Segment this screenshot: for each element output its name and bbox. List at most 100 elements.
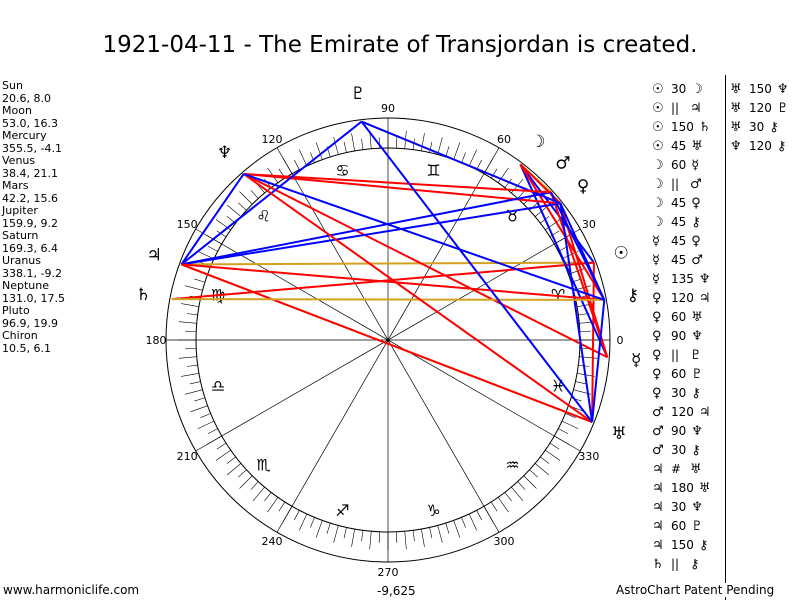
degree-tick	[351, 133, 355, 151]
degree-tick	[565, 413, 576, 418]
planet-glyph: ♃	[690, 101, 702, 116]
planet-glyph: ♂	[690, 177, 702, 192]
planet-glyph: ☿	[652, 253, 660, 268]
planet-values: 169.3, 6.4	[2, 241, 58, 255]
degree-tick	[186, 364, 198, 367]
planet-glyph: ☽	[652, 215, 664, 230]
sign-glyph: ♒	[505, 455, 519, 474]
degree-tick	[185, 389, 203, 395]
aspect-angle: 45	[671, 196, 687, 210]
degree-tick	[215, 449, 231, 461]
degree-tick	[343, 527, 347, 539]
planet-marker: ♅	[611, 424, 626, 444]
planet-glyph: ☿	[652, 234, 660, 249]
aspect-angle: 30	[671, 82, 687, 96]
degree-tick	[293, 159, 300, 170]
aspect-row: ♀ || ♇	[652, 346, 718, 365]
degree-tick	[194, 278, 205, 283]
degree-tick	[361, 138, 364, 150]
planet-glyph: ⚷	[691, 215, 701, 230]
aspect-line	[519, 163, 595, 264]
degree-tick	[453, 142, 461, 160]
planet-glyph: ♅	[730, 120, 742, 135]
aspect-line	[559, 203, 594, 423]
planet-marker: ♀	[577, 176, 589, 196]
aspect-row: ☿ 45 ♀	[652, 232, 718, 251]
planet-marker: ☿	[631, 351, 641, 371]
aspect-angle: 45	[671, 215, 687, 229]
planet-glyph: ♀	[652, 348, 662, 363]
aspect-line	[591, 299, 606, 423]
degree-tick	[497, 497, 509, 513]
planet-glyph: ♀	[652, 367, 662, 382]
planet-glyph: ☽	[691, 82, 703, 97]
degree-tick	[264, 492, 272, 502]
degree-tick	[490, 501, 498, 512]
degree-tick	[517, 481, 526, 490]
degree-tick	[504, 492, 512, 502]
degree-tick	[186, 313, 198, 316]
planet-name: Moon	[2, 104, 32, 117]
planet-glyph: ⚷	[690, 557, 700, 572]
degree-tick	[298, 149, 308, 167]
aspect-row: ♃ 60 ♇	[652, 517, 718, 536]
degree-tick	[326, 523, 331, 534]
planet-glyph: ♇	[691, 367, 703, 382]
center-value: -9,625	[377, 584, 416, 598]
planet-glyph: ♂	[691, 253, 703, 268]
planet-glyph: ⚷	[776, 139, 787, 154]
aspect-angle: 30	[671, 500, 687, 514]
degree-tick	[561, 420, 579, 430]
degree-tick	[207, 245, 218, 252]
degree-tick	[226, 204, 242, 217]
aspect-angle: 120	[671, 405, 694, 419]
planet-marker: ☽	[530, 132, 545, 152]
degree-tick	[194, 397, 205, 402]
aspect-row: ♀ 60 ♇	[652, 365, 718, 384]
site-link[interactable]: www.harmoniclife.com	[3, 583, 140, 597]
aspect-list: ☉ 30 ☽ ☉ || ♃ ☉ 150 ♄ ☉ 45 ♅ ☽ 60 ☿ ☽ || ♂ ☽ 45 ♀ ☽ 45 ⚷ ☿ 45 ♀ ☿ 45…	[652, 80, 718, 574]
planet-glyph: ♀	[691, 234, 701, 249]
aspect-row: ♀ 60 ♅	[652, 308, 718, 327]
degree-tick	[534, 463, 550, 476]
degree-tick	[238, 202, 247, 211]
aspect-angle: 60	[671, 519, 687, 533]
degree-label: 180	[146, 334, 167, 347]
planet-values: 53.0, 16.3	[2, 116, 58, 130]
aspect-row: ☽ 45 ⚷	[652, 213, 718, 232]
degree-tick	[310, 152, 315, 163]
aspect-row: ♀ 30 ⚷	[652, 384, 718, 403]
planet-glyph: ♃	[652, 500, 664, 515]
aspect-row: ♅ 150 ♆	[730, 80, 796, 99]
aspect-line	[181, 191, 552, 266]
planet-glyph: ☽	[652, 196, 664, 211]
planet-values: 10.5, 6.1	[2, 341, 51, 355]
aspect-line	[519, 163, 609, 358]
aspect-row: ☿ 45 ♂	[652, 251, 718, 270]
aspect-angle: 45	[671, 253, 687, 267]
aspect-line	[181, 261, 594, 266]
planet-glyph: ♅	[690, 462, 702, 477]
planet-glyph: ♀	[652, 386, 662, 401]
planet-glyph: ♃	[652, 481, 664, 496]
planet-glyph: ☽	[652, 177, 664, 192]
degree-tick	[178, 356, 197, 359]
degree-tick	[437, 525, 443, 543]
degree-label: 270	[378, 566, 399, 579]
degree-tick	[207, 428, 218, 435]
aspect-row: ☉ 30 ☽	[652, 80, 718, 99]
degree-tick	[278, 501, 286, 512]
aspect-line	[550, 191, 606, 301]
aspect-angle: 45	[671, 234, 687, 248]
degree-tick	[315, 520, 323, 538]
aspect-angle: 45	[671, 139, 687, 153]
degree-tick	[226, 463, 242, 476]
planet-glyph: ♂	[652, 443, 664, 458]
planet-glyph: ♅	[730, 101, 742, 116]
aspect-angle: 90	[671, 329, 687, 343]
aspect-line	[360, 120, 593, 423]
degree-tick	[476, 159, 483, 170]
aspect-angle: 150	[671, 120, 694, 134]
degree-tick	[523, 475, 537, 489]
planet-name: Jupiter	[2, 204, 38, 217]
